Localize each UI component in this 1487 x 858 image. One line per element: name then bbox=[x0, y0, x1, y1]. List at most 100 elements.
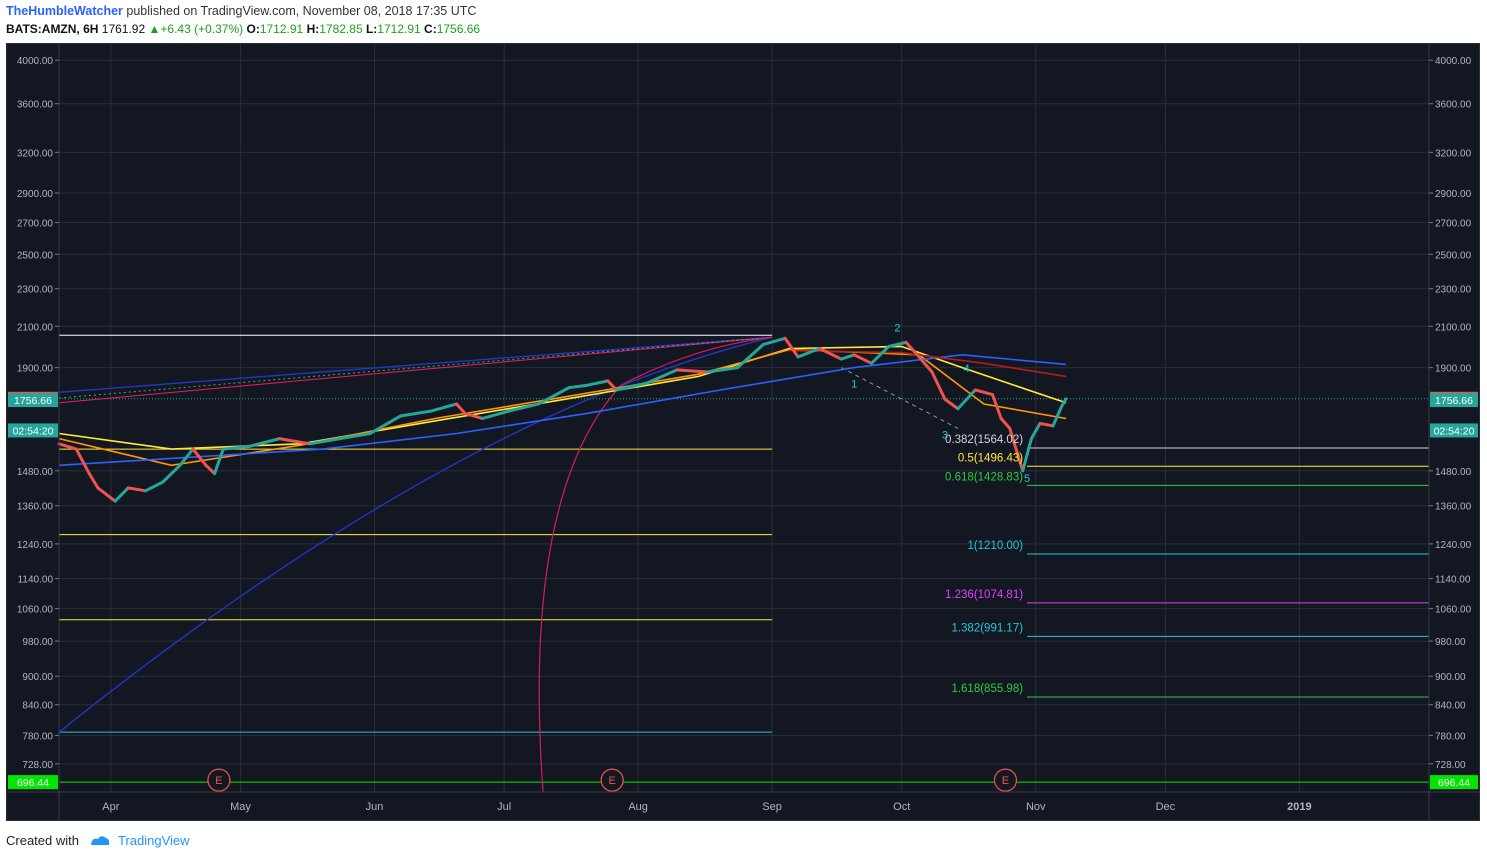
price-segment bbox=[277, 437, 312, 446]
fib-level-label: 1.236(1074.81) bbox=[945, 589, 1023, 601]
price-segment bbox=[537, 386, 571, 406]
y-tick-label-right: 3200.00 bbox=[1435, 148, 1472, 159]
chart-frame[interactable]: 0.382(1564.02) 0.5(1496.43) 0.618(1428.83)… bbox=[6, 43, 1480, 821]
y-tick-label-left: 1240.00 bbox=[17, 540, 54, 551]
y-tick-label-left: 4000.00 bbox=[17, 56, 54, 67]
price-segment bbox=[338, 431, 372, 441]
wave-label: 4 bbox=[964, 363, 970, 375]
price-tag-left bbox=[8, 775, 58, 790]
price-segment bbox=[191, 447, 208, 467]
earnings-marker bbox=[993, 768, 1018, 792]
earnings-marker bbox=[600, 768, 624, 792]
x-tick-label: Apr bbox=[102, 801, 119, 813]
price-segment bbox=[57, 442, 78, 451]
price-segment bbox=[818, 347, 843, 361]
y-tick-label-left: 2700.00 bbox=[17, 219, 54, 230]
price-segment bbox=[761, 336, 787, 346]
y-tick-label-right: 2300.00 bbox=[1435, 285, 1472, 296]
price-segment bbox=[887, 340, 908, 348]
price-segment bbox=[113, 486, 130, 503]
price-segment bbox=[783, 336, 800, 359]
y-tick-label-left: 2500.00 bbox=[17, 250, 54, 261]
high-value: 1782.85 bbox=[319, 22, 363, 36]
price-segment bbox=[839, 353, 856, 361]
close-value: 1756.66 bbox=[436, 22, 481, 36]
author-link[interactable]: TheHumbleWatcher bbox=[6, 4, 123, 18]
wave-label: 1 bbox=[851, 379, 857, 391]
earnings-marker-label: E bbox=[1002, 775, 1009, 787]
y-tick-label-left: 900.00 bbox=[22, 672, 53, 683]
y-tick-label-right: 840.00 bbox=[1435, 701, 1466, 712]
y-tick-label-left: 1900.00 bbox=[17, 364, 54, 375]
last-price: 1761.92 bbox=[101, 22, 146, 36]
y-tick-label-right: 1060.00 bbox=[1435, 605, 1472, 616]
x-tick-label: Sep bbox=[762, 801, 782, 813]
open-value: 1712.91 bbox=[259, 22, 304, 36]
price-segment bbox=[506, 402, 541, 413]
y-tick-label-left: 1480.00 bbox=[17, 467, 54, 478]
y-tick-label-left: 2900.00 bbox=[17, 189, 54, 200]
price-tag-right-label: 1756.66 bbox=[1435, 395, 1473, 407]
price-tag-right bbox=[1430, 393, 1478, 408]
earnings-marker bbox=[207, 768, 231, 792]
y-tick-label-left: 728.00 bbox=[22, 760, 53, 771]
price-axes: 4000.00 4000.00 3600.00 3600.00 3200.00 3200.… bbox=[7, 44, 1479, 820]
y-tick-label-right: 1140.00 bbox=[1435, 575, 1471, 586]
published-text: published on TradingView.com, November 0… bbox=[126, 4, 477, 18]
y-tick-label-left: 780.00 bbox=[22, 731, 53, 742]
x-tick-label: Dec bbox=[1156, 801, 1176, 813]
y-tick-label-right: 1900.00 bbox=[1435, 364, 1472, 375]
tradingview-logo-icon bbox=[89, 833, 111, 845]
moving-average-line bbox=[58, 353, 1067, 467]
y-tick-label-right: 1360.00 bbox=[1435, 502, 1472, 513]
price-segment bbox=[481, 409, 510, 420]
price-segment bbox=[1060, 397, 1068, 408]
y-tick-label-right: 2700.00 bbox=[1435, 219, 1472, 230]
earnings-marker-label: E bbox=[215, 775, 222, 787]
y-tick-label-right: 728.00 bbox=[1435, 760, 1466, 771]
price-segment bbox=[429, 402, 459, 413]
y-tick-label-left: 3600.00 bbox=[17, 100, 54, 111]
wave-label: 5 bbox=[1024, 473, 1030, 485]
price-segment bbox=[398, 409, 433, 418]
price-segment bbox=[126, 486, 147, 493]
fib-level-label: 0.382(1564.02) bbox=[945, 434, 1023, 446]
chart-annotations: 0.382(1564.02) 0.5(1496.43) 0.618(1428.83)… bbox=[207, 322, 1030, 792]
price-segment bbox=[463, 412, 485, 420]
arc-blue bbox=[58, 336, 773, 733]
price-segment bbox=[247, 437, 281, 448]
price-segment bbox=[1038, 421, 1055, 428]
y-tick-label-left: 1060.00 bbox=[17, 605, 54, 616]
price-tag-left bbox=[8, 393, 58, 408]
price-segment bbox=[74, 447, 91, 476]
wave-label: 2 bbox=[894, 322, 900, 334]
price-segment bbox=[675, 368, 709, 374]
price-segment bbox=[308, 437, 342, 446]
close-label: C: bbox=[424, 22, 437, 36]
y-tick-label-right: 2100.00 bbox=[1435, 322, 1472, 333]
fib-level-label: 0.618(1428.83) bbox=[945, 471, 1023, 483]
tradingview-link[interactable]: TradingView bbox=[118, 833, 190, 848]
y-tick-label-left: 2300.00 bbox=[17, 285, 54, 296]
created-with-text: Created with bbox=[6, 833, 79, 848]
price-segment bbox=[87, 472, 100, 490]
y-tick-label-left: 2100.00 bbox=[17, 322, 54, 333]
price-tag-left-label: 1756.66 bbox=[14, 395, 52, 407]
price-segment bbox=[645, 368, 679, 385]
price-tag-right bbox=[1430, 775, 1478, 790]
y-tick-label-right: 3600.00 bbox=[1435, 100, 1472, 111]
price-segment bbox=[221, 444, 251, 451]
price-chart[interactable]: 0.382(1564.02) 0.5(1496.43) 0.618(1428.83)… bbox=[7, 44, 1479, 820]
change-value: +6.43 (+0.37%) bbox=[160, 22, 244, 36]
price-segment bbox=[973, 388, 995, 397]
price-segment bbox=[705, 366, 740, 374]
trend-line-green-dotted bbox=[58, 336, 773, 399]
price-segment bbox=[904, 340, 921, 359]
x-tick-label: May bbox=[230, 801, 251, 813]
low-label: L: bbox=[365, 22, 378, 36]
price-segment bbox=[1029, 421, 1042, 441]
price-segment bbox=[1008, 426, 1025, 473]
price-segment bbox=[852, 353, 873, 365]
price-tag-right bbox=[1430, 423, 1478, 438]
y-tick-label-right: 780.00 bbox=[1435, 731, 1466, 742]
